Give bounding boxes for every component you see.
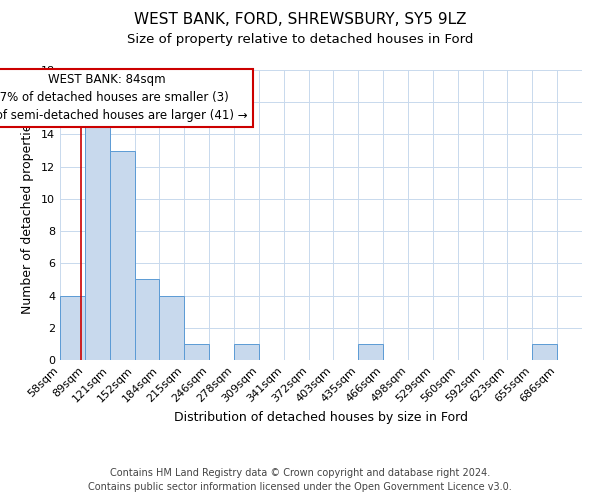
X-axis label: Distribution of detached houses by size in Ford: Distribution of detached houses by size … xyxy=(174,411,468,424)
Y-axis label: Number of detached properties: Number of detached properties xyxy=(21,116,34,314)
Bar xyxy=(134,280,160,360)
Bar xyxy=(60,296,85,360)
Bar xyxy=(110,150,134,360)
Text: WEST BANK: 84sqm
← 7% of detached houses are smaller (3)
93% of semi-detached ho: WEST BANK: 84sqm ← 7% of detached houses… xyxy=(0,73,248,122)
Text: Contains HM Land Registry data © Crown copyright and database right 2024.: Contains HM Land Registry data © Crown c… xyxy=(110,468,490,477)
Text: WEST BANK, FORD, SHREWSBURY, SY5 9LZ: WEST BANK, FORD, SHREWSBURY, SY5 9LZ xyxy=(134,12,466,28)
Text: Size of property relative to detached houses in Ford: Size of property relative to detached ho… xyxy=(127,32,473,46)
Text: Contains public sector information licensed under the Open Government Licence v3: Contains public sector information licen… xyxy=(88,482,512,492)
Bar xyxy=(184,344,209,360)
Bar xyxy=(532,344,557,360)
Bar xyxy=(85,118,110,360)
Bar xyxy=(358,344,383,360)
Bar xyxy=(160,296,184,360)
Bar xyxy=(234,344,259,360)
